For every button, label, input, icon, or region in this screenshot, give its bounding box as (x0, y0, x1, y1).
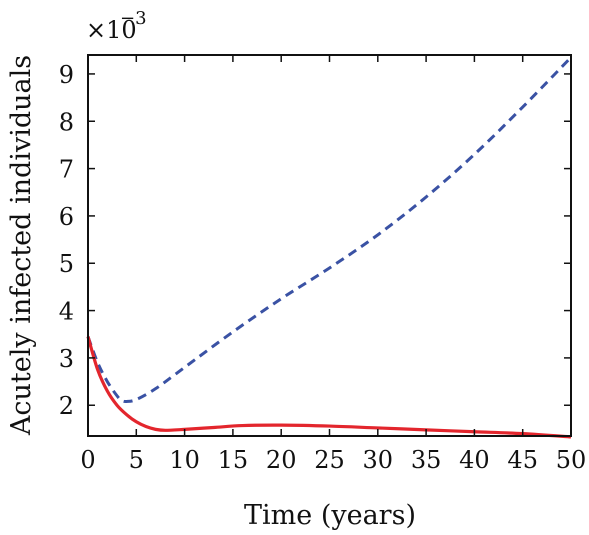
y-axis-title: Acutely infected individuals (6, 55, 37, 436)
series-line-dashed (86, 56, 573, 404)
x-tick-label: 0 (80, 446, 95, 474)
x-tick-label: 15 (218, 446, 249, 474)
y-multiplier-label: ×10 (86, 16, 137, 44)
y-tick-label: 4 (59, 298, 74, 326)
y-tick-label: 5 (59, 250, 74, 278)
x-tick-label: 30 (363, 446, 394, 474)
y-multiplier-exponent: −3 (120, 8, 147, 29)
y-tick-label: 9 (59, 61, 74, 89)
plot-frame (87, 54, 572, 437)
x-tick-label: 45 (507, 446, 538, 474)
x-tick-label: 50 (556, 446, 587, 474)
y-tick-label: 7 (59, 156, 74, 184)
x-tick-label: 35 (411, 446, 442, 474)
x-tick-label: 25 (314, 446, 345, 474)
x-tick-label: 10 (169, 446, 200, 474)
x-tick-label: 40 (459, 446, 490, 474)
y-tick-label: 3 (59, 345, 74, 373)
x-tick-label: 20 (266, 446, 297, 474)
y-tick-label: 6 (59, 203, 74, 231)
series-layer (86, 56, 573, 439)
y-tick-label: 2 (59, 392, 74, 420)
x-tick-label: 5 (129, 446, 144, 474)
x-axis-title: Time (years) (244, 500, 416, 531)
series-line-solid (86, 336, 572, 439)
y-tick-label: 8 (59, 108, 74, 136)
